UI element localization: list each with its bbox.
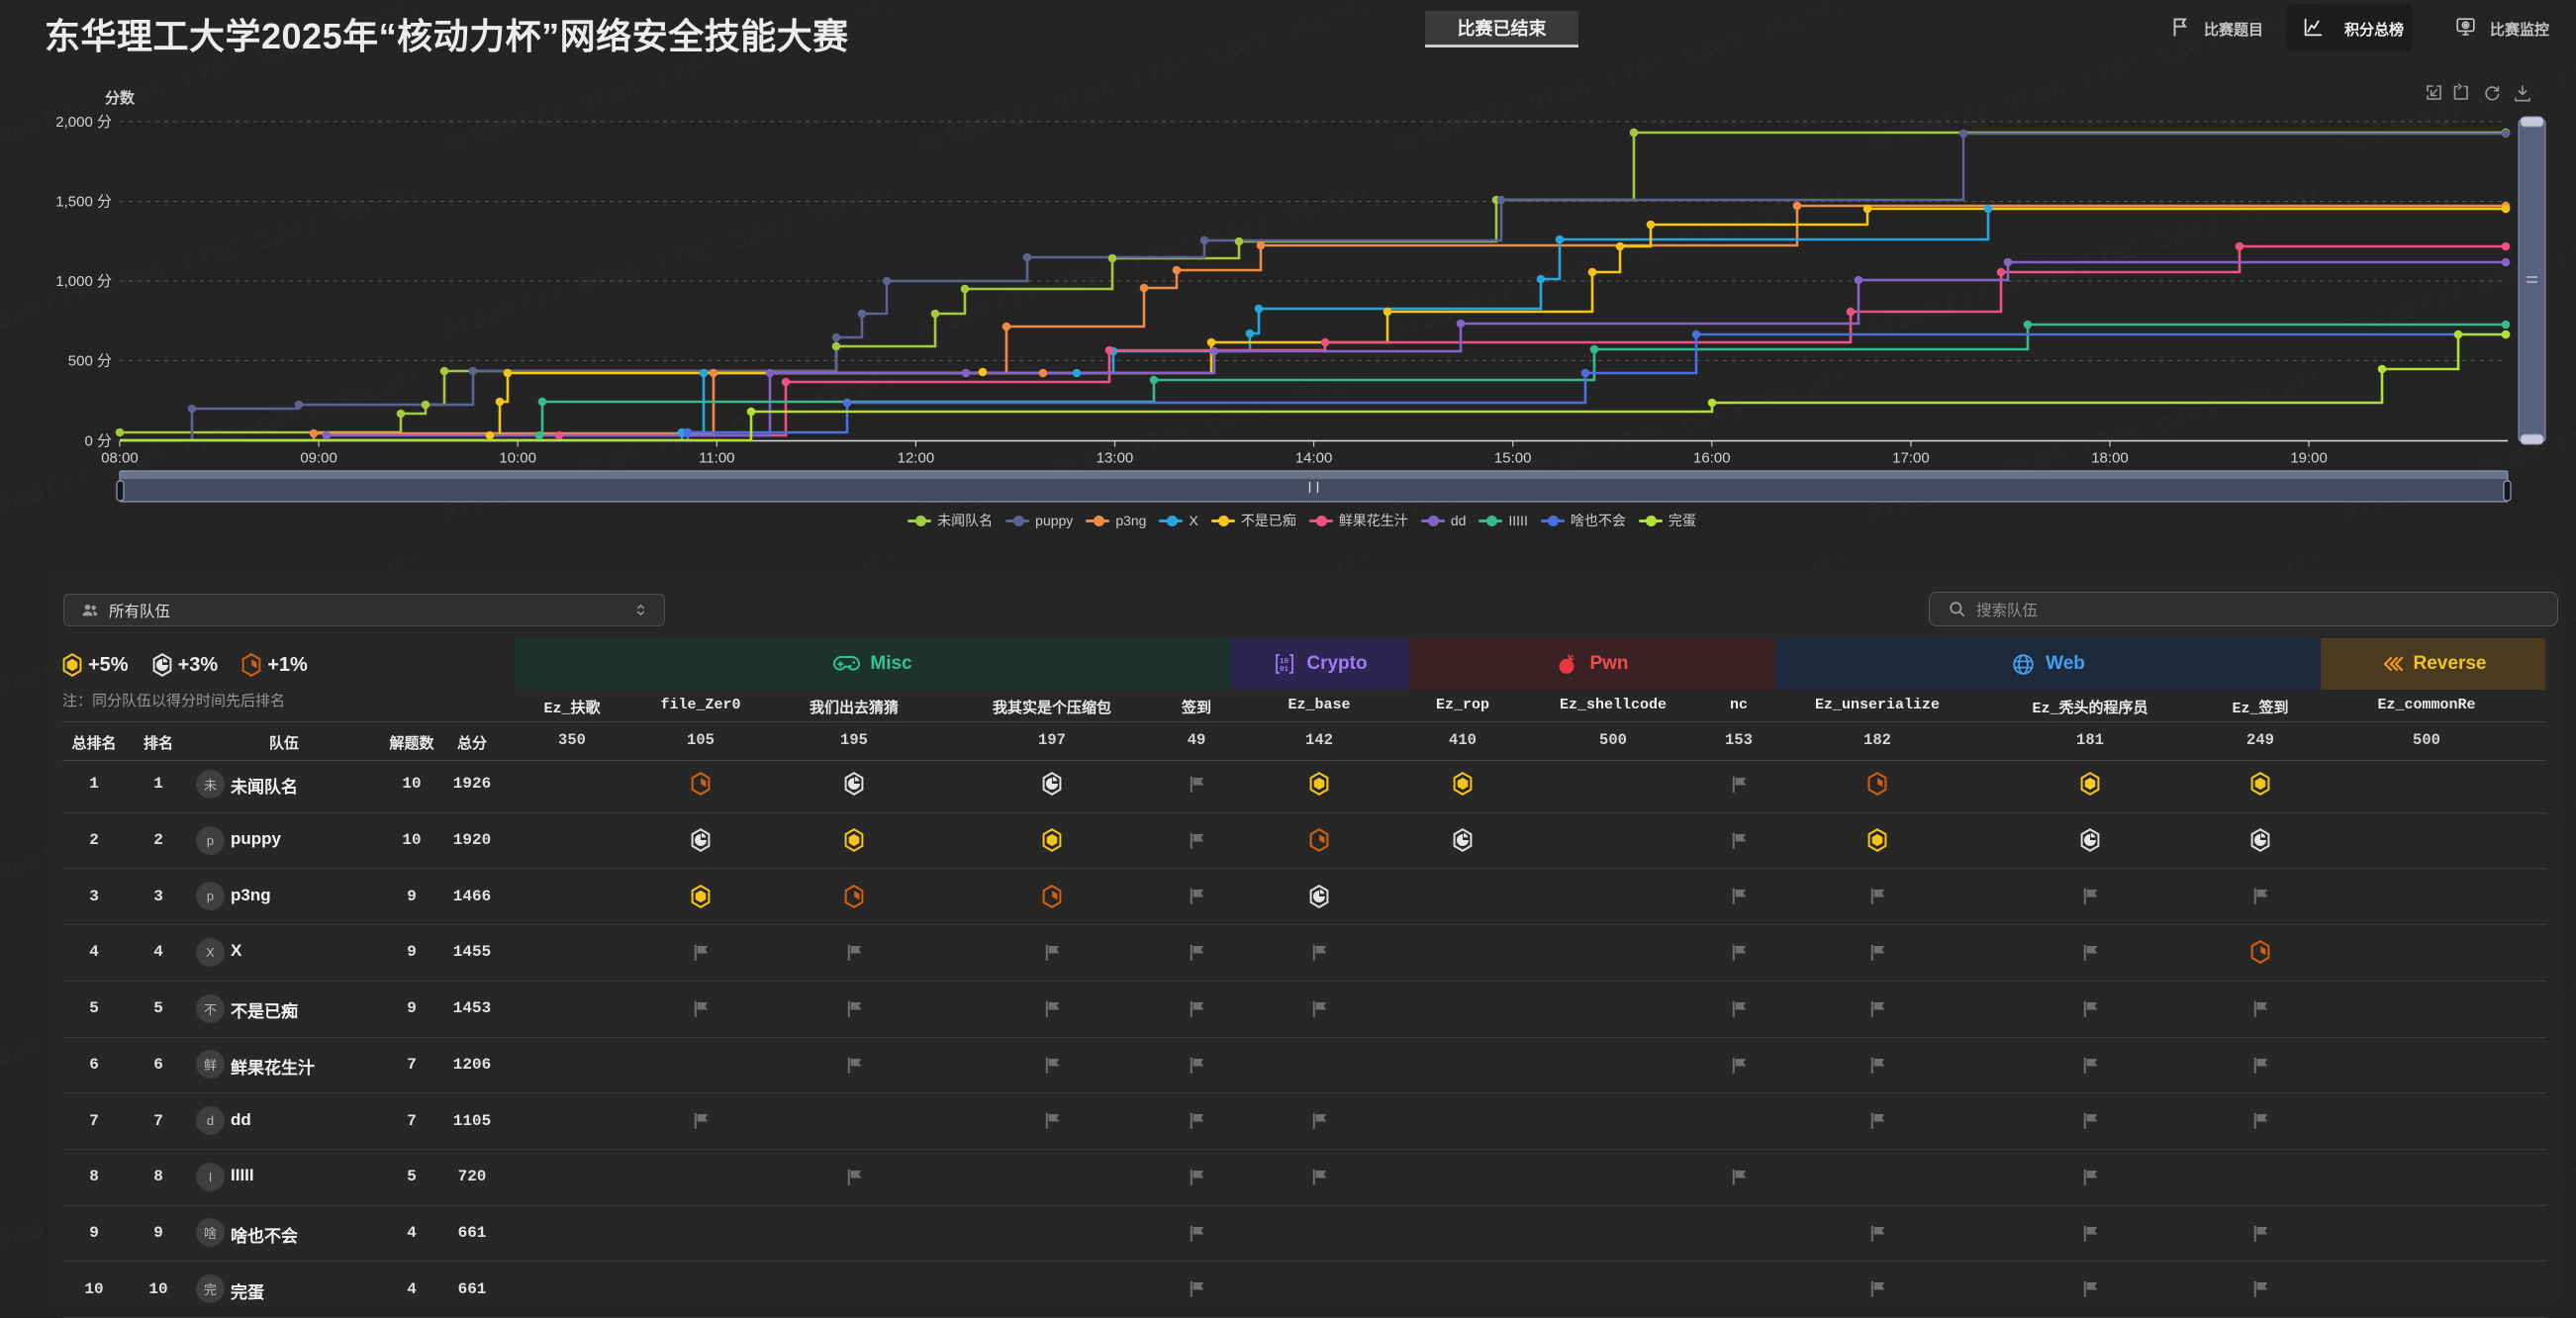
svg-text:01: 01: [1280, 666, 1289, 674]
svg-text:0 分: 0 分: [84, 433, 112, 450]
svg-text:10:00: 10:00: [499, 450, 536, 467]
svg-text:16:00: 16:00: [1693, 450, 1731, 467]
svg-text:11:00: 11:00: [699, 450, 734, 467]
svg-text:18:00: 18:00: [2091, 450, 2129, 467]
svg-text:500 分: 500 分: [68, 353, 112, 370]
svg-text:15:00: 15:00: [1494, 450, 1532, 467]
svg-text:13:00: 13:00: [1097, 450, 1134, 467]
svg-text:17:00: 17:00: [1892, 450, 1930, 467]
svg-text:1,500 分: 1,500 分: [55, 194, 112, 211]
svg-text:19:00: 19:00: [2290, 450, 2328, 467]
svg-text:分数: 分数: [105, 89, 136, 107]
svg-text:10: 10: [1280, 658, 1289, 666]
svg-text:09:00: 09:00: [300, 450, 337, 467]
svg-text:1,000 分: 1,000 分: [55, 273, 112, 290]
svg-text:08:00: 08:00: [101, 450, 139, 467]
svg-text:2,000 分: 2,000 分: [55, 114, 112, 131]
svg-text:14:00: 14:00: [1295, 450, 1333, 467]
svg-text:12:00: 12:00: [898, 450, 935, 467]
